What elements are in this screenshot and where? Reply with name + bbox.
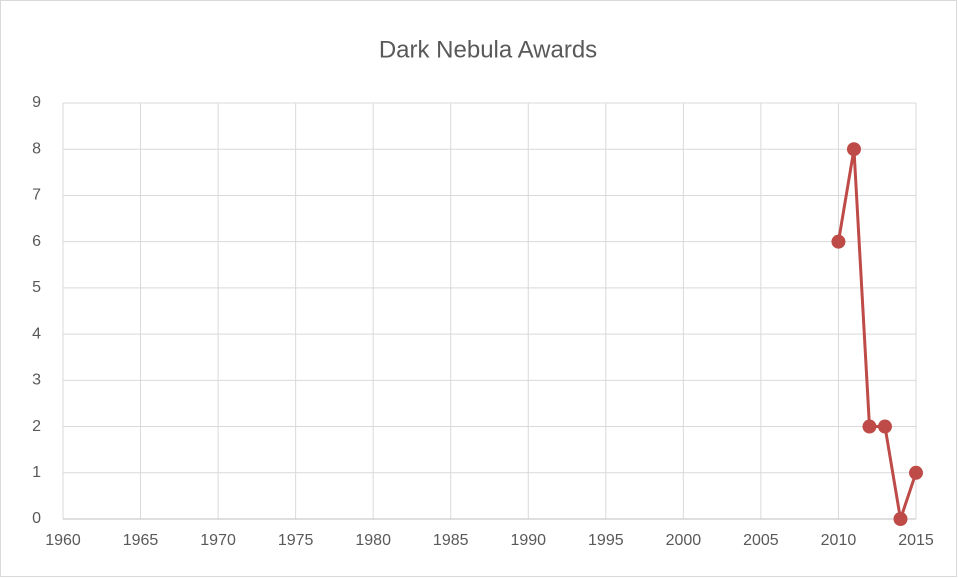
x-tick-label: 2005: [743, 532, 779, 549]
y-tick-label: 4: [32, 325, 41, 342]
data-point: [846, 142, 861, 157]
x-tick-label: 2015: [898, 532, 934, 549]
x-tick-label: 1995: [588, 532, 624, 549]
x-tick-label: 1985: [433, 532, 469, 549]
x-tick-label: 1990: [510, 532, 546, 549]
y-tick-label: 7: [32, 187, 41, 204]
y-tick-label: 8: [32, 140, 41, 157]
x-tick-label: 1970: [200, 532, 236, 549]
data-point: [909, 465, 923, 480]
x-tick-label: 1975: [278, 532, 314, 549]
y-tick-label: 9: [32, 94, 41, 111]
data-point: [862, 419, 877, 434]
y-tick-label: 3: [32, 372, 41, 389]
y-tick-label: 1: [32, 464, 41, 481]
x-tick-label: 2010: [821, 532, 857, 549]
data-point: [877, 419, 892, 434]
x-tick-label: 1965: [123, 532, 159, 549]
data-point: [893, 512, 908, 526]
data-point: [831, 234, 846, 249]
data-line: [836, 147, 918, 521]
x-tick-label: 2000: [666, 532, 702, 549]
y-tick-label: 2: [32, 418, 41, 435]
x-tick-label: 1980: [355, 532, 391, 549]
x-tick-label: 1960: [45, 532, 81, 549]
y-tick-label: 0: [32, 510, 41, 527]
y-tick-label: 6: [32, 233, 41, 250]
chart-title: Dark Nebula Awards: [379, 36, 597, 63]
y-tick-label: 5: [32, 279, 41, 296]
